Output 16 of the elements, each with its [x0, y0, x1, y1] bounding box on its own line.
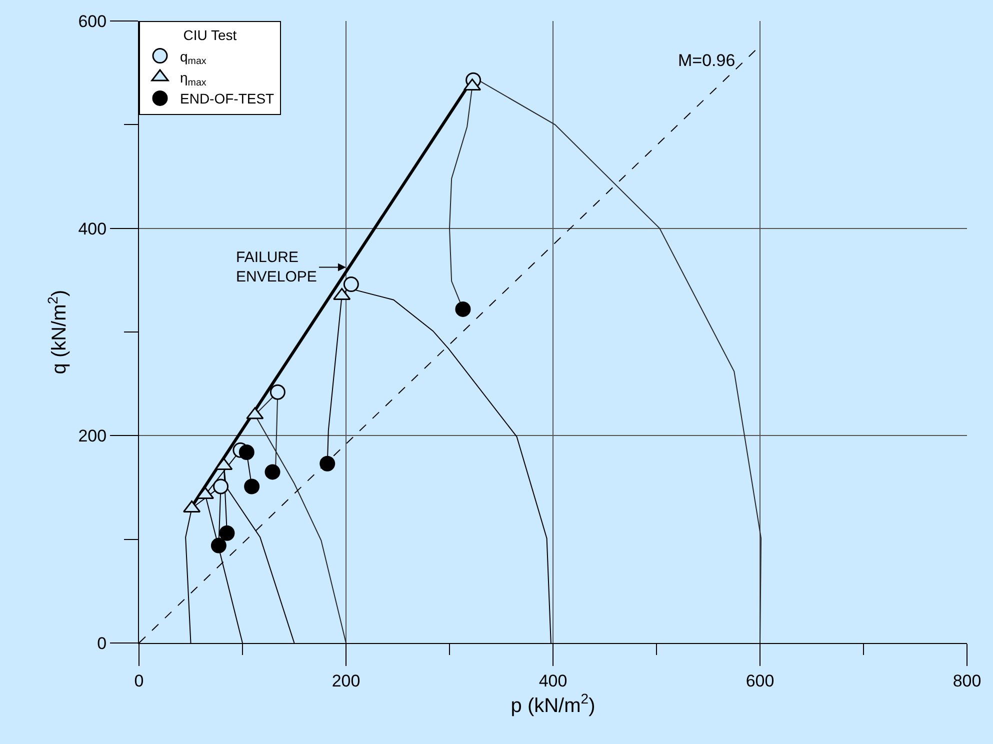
y-tick-label: 400 [78, 219, 107, 238]
legend-label: q$_{max}$ [180, 48, 206, 68]
legend-title: CIU Test [183, 27, 237, 44]
x-tick-label: 0 [134, 671, 144, 690]
series-label: M=0.96 [678, 51, 736, 70]
x-axis-title: p (kN/m$^{2}$) [510, 690, 596, 717]
legend-label: END-OF-TEST [180, 90, 275, 107]
y-tick-label: 0 [97, 634, 107, 653]
y-tick-label: 200 [78, 426, 107, 446]
x-tick-label: 400 [538, 671, 568, 690]
legend-label: η$_{max}$ [180, 69, 206, 88]
x-tick-label: 200 [332, 671, 360, 690]
series-label: FAILURE ENVELOPE [236, 249, 317, 286]
x-tick-label: 600 [746, 671, 774, 690]
x-tick-label: 800 [952, 671, 982, 690]
y-tick-label: 600 [78, 12, 107, 31]
